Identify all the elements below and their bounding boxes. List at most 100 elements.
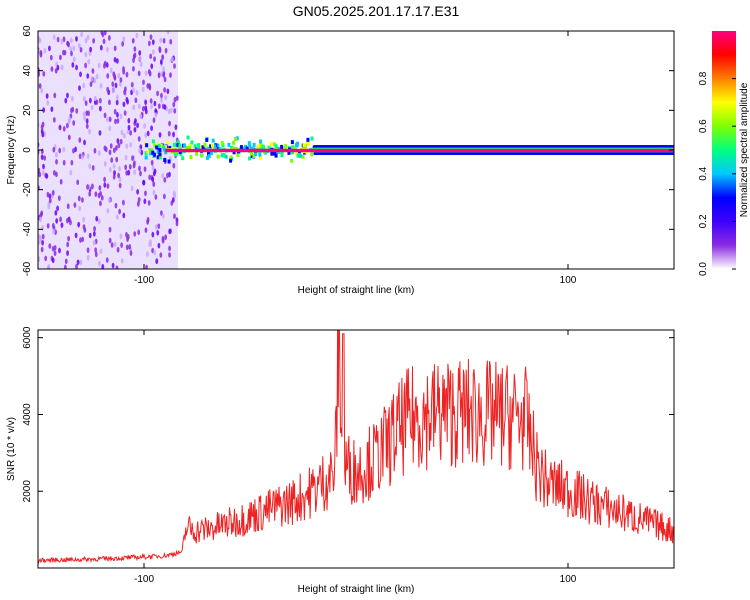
- heatmap-noise-cell: [138, 55, 142, 62]
- heatmap-noise-cell: [68, 116, 72, 123]
- colorbar: 0.0 0.2 0.4 0.6 0.8 Normalized spectral ampl…: [698, 31, 750, 276]
- heatmap-noise-cell: [40, 210, 44, 217]
- heatmap-noise-cell: [123, 89, 127, 96]
- heatmap-cluster-cell: [216, 154, 220, 159]
- heatmap-noise-cell: [67, 134, 71, 141]
- heatmap-noise-cell: [121, 199, 125, 206]
- heatmap-noise-cell: [146, 251, 149, 257]
- heatmap-noise-cell: [125, 170, 129, 176]
- heatmap-cluster-cell: [164, 150, 168, 155]
- heatmap-cluster-cell: [267, 145, 271, 150]
- heatmap-noise-cell: [43, 47, 47, 54]
- heatmap-noise-cell: [134, 118, 137, 124]
- heatmap-noise-cell: [106, 207, 110, 214]
- heatmap-noise-cell: [41, 121, 45, 128]
- snr-xtick-label: 100: [560, 574, 577, 585]
- heatmap-noise-cell: [151, 231, 155, 238]
- heatmap-cluster-cell: [152, 152, 156, 157]
- heatmap-noise-cell: [82, 96, 86, 102]
- heatmap-noise-cell: [82, 82, 86, 89]
- heatmap-noise-cell: [157, 223, 161, 229]
- heatmap-noise-band: [38, 31, 178, 269]
- heatmap-noise-cell: [153, 100, 157, 107]
- heatmap-noise-cell: [53, 244, 57, 251]
- heatmap-noise-cell: [93, 77, 97, 84]
- heatmap-noise-cell: [74, 232, 78, 239]
- heatmap-noise-cell: [154, 108, 158, 114]
- heatmap-noise-cell: [103, 182, 107, 188]
- heatmap-noise-cell: [122, 212, 126, 219]
- heatmap-noise-cell: [81, 154, 84, 160]
- snr-ytick-label: 6000: [22, 326, 33, 349]
- heatmap-noise-cell: [168, 252, 171, 258]
- heatmap-noise-cell: [60, 222, 64, 228]
- heatmap-noise-cell: [115, 94, 119, 101]
- heatmap-noise-cell: [153, 56, 156, 62]
- heatmap-cluster-cell: [151, 150, 155, 155]
- heatmap-noise-cell: [108, 99, 111, 106]
- heatmap-noise-cell: [50, 66, 54, 72]
- heatmap-noise-cell: [133, 126, 137, 133]
- heatmap-noise-cell: [166, 88, 170, 95]
- heatmap-noise-cell: [166, 31, 170, 35]
- heatmap-cluster-cell: [186, 135, 190, 140]
- heatmap-noise-cell: [59, 178, 63, 185]
- heatmap-cluster-cell: [302, 143, 306, 148]
- heatmap-noise-cell: [109, 143, 113, 149]
- heatmap-noise-cell: [79, 237, 82, 243]
- heatmap-noise-cell: [98, 260, 101, 267]
- heatmap-noise-cell: [141, 86, 145, 93]
- heatmap-noise-cell: [72, 120, 76, 126]
- heatmap-noise-cell: [71, 62, 75, 68]
- heatmap-noise-cell: [66, 241, 70, 248]
- heatmap-cluster-cell: [239, 145, 243, 150]
- heatmap-noise-cell: [99, 200, 102, 207]
- heatmap-cluster-cell: [269, 142, 273, 147]
- heatmap-noise-cell: [103, 112, 107, 119]
- heatmap-cluster-cell: [280, 144, 284, 149]
- snr-frame: [37, 329, 675, 569]
- heatmap-noise-cell: [137, 136, 141, 142]
- heatmap-noise-cell: [112, 163, 116, 169]
- heatmap-noise-cell: [52, 34, 56, 40]
- heatmap-noise-cell: [79, 71, 82, 78]
- heatmap-noise-cell: [137, 70, 141, 77]
- heatmap-cluster-cell: [144, 151, 148, 156]
- colorbar-gradient: [712, 31, 736, 269]
- heatmap-noise-cell: [91, 183, 94, 190]
- heatmap-noise-cell: [157, 242, 161, 249]
- heatmap-cluster-cell: [248, 144, 252, 149]
- heatmap-cluster-cell: [176, 140, 180, 145]
- heatmap-noise-cell: [162, 66, 165, 72]
- snr-marks: [38, 330, 674, 564]
- heatmap-noise-cell: [124, 154, 128, 161]
- heatmap-noise-cell: [132, 160, 136, 166]
- heatmap-noise-cell: [76, 179, 80, 186]
- heatmap-noise-cell: [80, 31, 84, 38]
- heatmap-noise-cell: [41, 170, 45, 176]
- heatmap-noise-cell: [151, 176, 155, 183]
- heatmap-noise-cell: [70, 37, 73, 44]
- heatmap-noise-cell: [40, 246, 44, 253]
- heatmap-noise-cell: [111, 87, 115, 94]
- heatmap-cluster-cell: [168, 145, 172, 150]
- heatmap-cluster-cell: [270, 151, 274, 156]
- heatmap-noise-cell: [173, 108, 177, 114]
- heatmap-noise-cell: [38, 36, 41, 42]
- heatmap-noise-cell: [169, 72, 172, 78]
- heatmap-noise-cell: [99, 190, 102, 197]
- heatmap-noise-cell: [130, 81, 134, 88]
- heatmap-cluster-cell: [157, 143, 161, 148]
- heatmap-noise-cell: [116, 138, 120, 144]
- heatmap-noise-cell: [98, 185, 102, 191]
- heatmap-noise-cell: [132, 66, 135, 72]
- heatmap-noise-cell: [114, 82, 118, 89]
- heatmap-noise-cell: [62, 159, 66, 166]
- heatmap-noise-cell: [38, 234, 41, 240]
- heatmap-noise-cell: [135, 32, 139, 39]
- colorbar-tick-label: 0.2: [698, 214, 709, 228]
- heatmap-cluster-cell: [200, 153, 204, 158]
- heatmap-noise-cell: [169, 38, 173, 45]
- heatmap-noise-cell: [94, 251, 98, 258]
- heatmap-noise-cell: [51, 257, 55, 264]
